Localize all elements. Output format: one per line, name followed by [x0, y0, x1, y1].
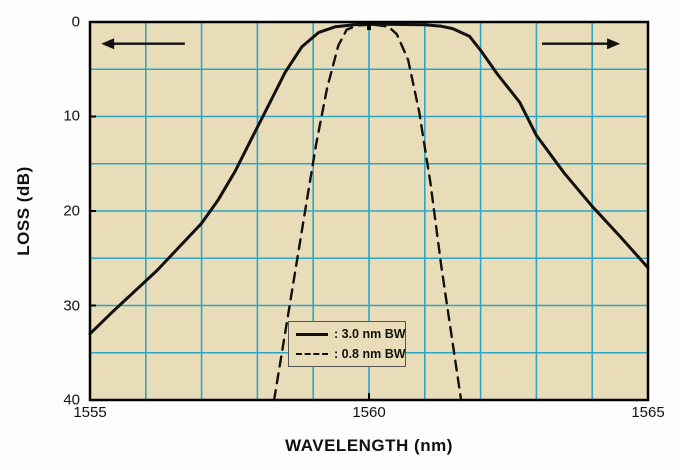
- y-tick-40: 40: [63, 391, 80, 409]
- y-tick-30: 30: [63, 297, 80, 315]
- series-3.0-nm-bw: [88, 22, 650, 336]
- right-arrow-icon: [541, 38, 621, 50]
- x-axis-label: WAVELENGTH (nm): [285, 436, 453, 455]
- legend-label-solid: : 3.0 nm BW: [334, 327, 406, 341]
- dashed-line-swatch-icon: [296, 353, 328, 355]
- y-tick-20: 20: [63, 202, 80, 220]
- legend-label-dashed: : 0.8 nm BW: [334, 347, 406, 361]
- left-arrow-icon: [101, 38, 185, 50]
- y-tick-0: 0: [71, 13, 80, 31]
- y-axis-label: LOSS (dB): [14, 166, 33, 256]
- x-tick-1555: 1555: [73, 404, 107, 421]
- y-tick-10: 10: [63, 107, 80, 125]
- legend-item-dashed: : 0.8 nm BW: [289, 344, 406, 364]
- legend: : 3.0 nm BW : 0.8 nm BW: [288, 321, 406, 367]
- legend-item-solid: : 3.0 nm BW: [289, 324, 406, 344]
- x-tick-1565: 1565: [631, 404, 665, 421]
- gridlines: [90, 22, 648, 400]
- solid-line-swatch-icon: [296, 332, 328, 336]
- series-0.8-nm-bw: [272, 23, 463, 402]
- plot-border: [88, 20, 650, 402]
- x-tick-1560: 1560: [352, 404, 386, 421]
